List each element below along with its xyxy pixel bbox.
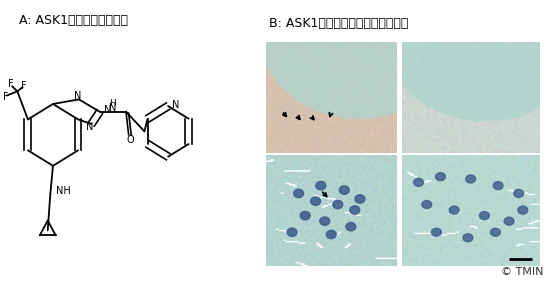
Circle shape <box>514 189 524 197</box>
Text: © TMIN: © TMIN <box>501 267 543 277</box>
Circle shape <box>431 228 441 236</box>
Text: O: O <box>126 135 134 145</box>
Text: F: F <box>8 79 13 89</box>
Circle shape <box>300 211 310 220</box>
Circle shape <box>466 175 475 183</box>
Circle shape <box>316 182 326 190</box>
Circle shape <box>339 186 349 194</box>
Text: F: F <box>21 81 27 91</box>
Circle shape <box>463 234 473 242</box>
Text: H: H <box>109 99 116 108</box>
Circle shape <box>311 197 320 205</box>
Circle shape <box>504 217 514 225</box>
Text: A: ASK1阻害剤の分子構造: A: ASK1阻害剤の分子構造 <box>19 14 128 27</box>
Text: N: N <box>74 91 81 101</box>
Text: F: F <box>3 92 8 102</box>
Circle shape <box>422 201 432 209</box>
Circle shape <box>355 195 365 203</box>
Circle shape <box>326 230 336 239</box>
Circle shape <box>320 217 330 225</box>
Circle shape <box>287 228 297 237</box>
Text: N: N <box>172 100 179 110</box>
Circle shape <box>449 206 459 214</box>
Text: N: N <box>86 122 94 132</box>
Text: NH: NH <box>55 186 71 196</box>
Circle shape <box>479 212 489 219</box>
Circle shape <box>346 223 356 231</box>
Text: B: ASK1阻害剤投与による症状改善: B: ASK1阻害剤投与による症状改善 <box>269 17 408 30</box>
Circle shape <box>436 173 445 181</box>
Circle shape <box>493 182 503 190</box>
Circle shape <box>350 206 360 214</box>
Circle shape <box>414 178 423 186</box>
Text: N: N <box>109 103 116 113</box>
Circle shape <box>518 206 528 214</box>
Circle shape <box>333 200 343 209</box>
Text: N: N <box>104 105 111 115</box>
Circle shape <box>491 228 500 236</box>
Circle shape <box>293 189 304 198</box>
